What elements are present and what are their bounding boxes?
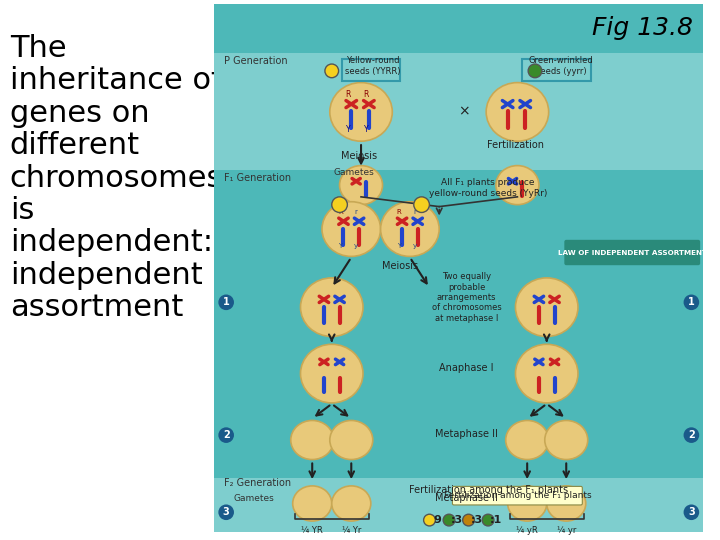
Text: F₁ Generation: F₁ Generation (224, 173, 292, 183)
Ellipse shape (508, 486, 546, 521)
Text: Y: Y (364, 125, 368, 134)
Text: Green-wrinkled
seeds (yyrr): Green-wrinkled seeds (yyrr) (529, 56, 594, 76)
Text: Metaphase II: Metaphase II (435, 492, 498, 503)
FancyBboxPatch shape (564, 240, 700, 265)
Text: :3: :3 (470, 515, 482, 525)
Circle shape (423, 514, 436, 526)
Text: Yellow-round
seeds (YYRR): Yellow-round seeds (YYRR) (345, 56, 400, 76)
Bar (341, 59, 400, 80)
Text: Fertilization among the F₁ plants: Fertilization among the F₁ plants (408, 485, 567, 495)
Text: ¼ yR: ¼ yR (516, 526, 538, 535)
Ellipse shape (516, 278, 578, 336)
Text: The
inheritance of
genes on
different
chromosomes
is
independent:
independent
as: The inheritance of genes on different ch… (10, 34, 223, 322)
Text: Fertilization: Fertilization (487, 140, 544, 150)
Circle shape (528, 64, 542, 78)
Text: ¼ yr: ¼ yr (557, 526, 576, 535)
Text: R: R (364, 90, 369, 99)
Circle shape (683, 294, 699, 310)
Ellipse shape (545, 421, 588, 460)
Text: r: r (355, 210, 358, 215)
Text: :3: :3 (451, 515, 463, 525)
Bar (0, 4, 215, 532)
Ellipse shape (546, 486, 586, 521)
Bar (215, 478, 703, 532)
Text: Fig 13.8: Fig 13.8 (593, 16, 693, 40)
Text: R: R (346, 90, 351, 99)
Circle shape (332, 197, 347, 212)
Ellipse shape (340, 166, 382, 205)
Circle shape (218, 504, 234, 520)
Text: LAW OF INDEPENDENT ASSORTMENT: LAW OF INDEPENDENT ASSORTMENT (558, 249, 707, 255)
Text: Meiosis: Meiosis (382, 261, 418, 271)
Bar (522, 59, 590, 80)
Ellipse shape (332, 486, 371, 521)
Text: Y: Y (346, 125, 351, 134)
Text: Y: Y (338, 242, 343, 249)
Bar (215, 4, 703, 532)
Text: Fertilization among the F₁ plants: Fertilization among the F₁ plants (444, 491, 591, 500)
Text: F₂ Generation: F₂ Generation (224, 478, 292, 488)
Text: Gametes: Gametes (333, 168, 374, 177)
Text: Anaphase I: Anaphase I (439, 363, 494, 373)
Text: 9: 9 (433, 515, 441, 525)
Circle shape (482, 514, 494, 526)
Ellipse shape (505, 421, 549, 460)
Text: Gametes: Gametes (234, 494, 275, 503)
Bar (215, 53, 703, 171)
Ellipse shape (300, 345, 363, 403)
Circle shape (325, 64, 338, 78)
Circle shape (218, 427, 234, 443)
Circle shape (443, 514, 455, 526)
Ellipse shape (330, 421, 373, 460)
Text: P Generation: P Generation (224, 56, 288, 66)
Circle shape (414, 197, 429, 212)
Circle shape (463, 514, 474, 526)
Text: ×: × (458, 105, 469, 119)
Ellipse shape (300, 278, 363, 336)
Text: y: y (354, 242, 359, 249)
Text: 1: 1 (688, 298, 695, 307)
Text: 3: 3 (222, 507, 230, 517)
Circle shape (683, 504, 699, 520)
Ellipse shape (516, 345, 578, 403)
Circle shape (683, 427, 699, 443)
Ellipse shape (291, 421, 333, 460)
Text: :1: :1 (490, 515, 502, 525)
FancyBboxPatch shape (452, 487, 582, 505)
Text: 2: 2 (688, 430, 695, 440)
Ellipse shape (293, 486, 332, 521)
Text: Meiosis: Meiosis (341, 151, 377, 161)
Ellipse shape (330, 83, 392, 141)
Bar (215, 171, 703, 478)
Ellipse shape (322, 202, 381, 256)
Ellipse shape (486, 83, 549, 141)
Text: R: R (338, 210, 343, 215)
Ellipse shape (381, 202, 439, 256)
Text: Two equally
probable
arrangements
of chromosomes
at metaphase I: Two equally probable arrangements of chr… (432, 272, 501, 323)
Text: y: y (413, 242, 417, 249)
Text: 3: 3 (688, 507, 695, 517)
Text: 1: 1 (222, 298, 230, 307)
Text: r: r (413, 210, 416, 215)
Circle shape (218, 294, 234, 310)
Text: Metaphase II: Metaphase II (435, 429, 498, 439)
Text: Y: Y (397, 242, 401, 249)
Text: All F₁ plants produce
yellow-round seeds (YyRr): All F₁ plants produce yellow-round seeds… (429, 178, 547, 198)
Text: ¼ Yr: ¼ Yr (341, 526, 361, 535)
Text: ¼ YR: ¼ YR (302, 526, 323, 535)
Text: R: R (397, 210, 402, 215)
Ellipse shape (496, 166, 539, 205)
Text: 2: 2 (222, 430, 230, 440)
